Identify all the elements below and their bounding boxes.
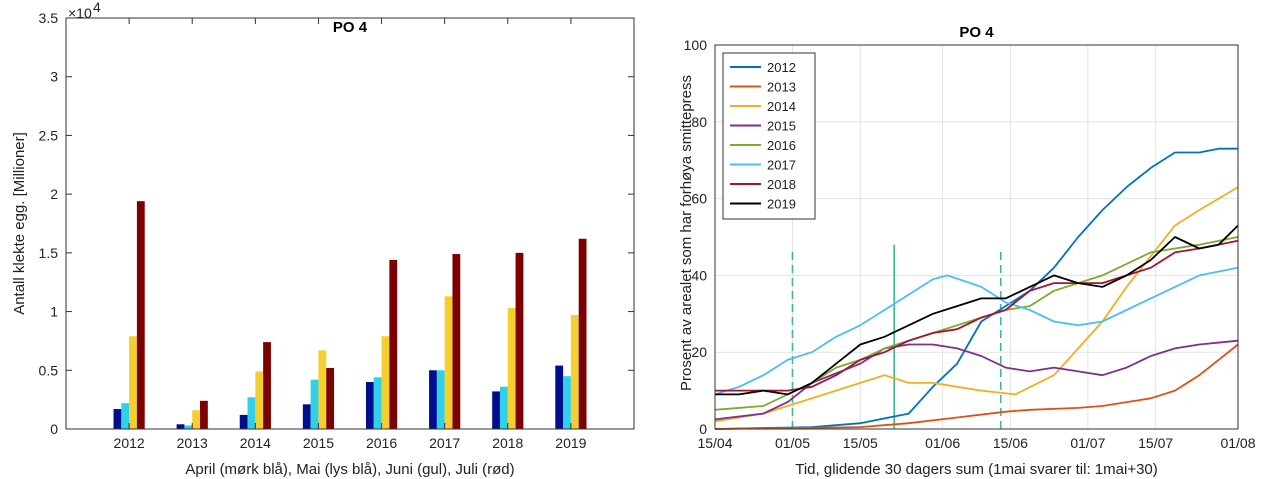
chart-title: PO 4 xyxy=(959,24,994,41)
bar xyxy=(192,410,201,429)
bar xyxy=(444,296,453,429)
bar xyxy=(381,336,390,429)
bar xyxy=(429,370,437,429)
plot-frame xyxy=(714,44,1239,430)
legend-label: 2016 xyxy=(767,138,796,153)
plot-area xyxy=(66,18,634,429)
bar xyxy=(563,376,571,429)
legend-label: 2012 xyxy=(767,60,796,75)
exponent-power: 4 xyxy=(93,0,101,15)
x-axis-label: Tid, glidende 30 dagers sum (1mai svarer… xyxy=(795,461,1158,478)
bar xyxy=(255,371,264,429)
legend-label: 2017 xyxy=(767,158,796,173)
bar xyxy=(200,400,208,429)
bar xyxy=(247,397,256,429)
series-line xyxy=(714,266,1239,396)
series-line xyxy=(714,343,1239,430)
y-tick-label: 1 xyxy=(50,304,58,320)
y-tick-label: 0 xyxy=(50,421,58,437)
y-tick-label: 3 xyxy=(50,69,58,85)
x-tick-label: 2017 xyxy=(429,435,460,451)
bar xyxy=(302,404,311,429)
legend-label: 2015 xyxy=(767,119,796,134)
bar xyxy=(570,315,579,429)
series-line xyxy=(714,186,1239,423)
bar xyxy=(452,254,461,429)
x-tick-label: 15/07 xyxy=(1138,435,1173,451)
bar xyxy=(121,403,130,429)
bar xyxy=(436,370,445,429)
bar xyxy=(129,336,137,429)
bar xyxy=(492,391,500,429)
x-tick-label: 01/07 xyxy=(1070,435,1105,451)
chart-title: PO 4 xyxy=(333,19,368,36)
line-chart-panel: 15/04 01/05 15/05 01/06 15/06 01/07 15/07 01/08… xyxy=(640,0,1281,479)
bar xyxy=(499,386,508,429)
x-tick-label: 01/08 xyxy=(1220,435,1255,451)
bar xyxy=(239,414,248,429)
bar xyxy=(555,365,564,429)
plot-frame xyxy=(65,17,635,430)
y-tick-label: 40 xyxy=(691,267,707,283)
x-tick-label: 2018 xyxy=(492,435,523,451)
y-axis-label: Prosent av arealet som har forhøya smitt… xyxy=(678,75,695,391)
bar xyxy=(515,252,524,429)
bar xyxy=(310,379,319,429)
bar xyxy=(136,201,145,429)
y-tick-label: 1.5 xyxy=(39,245,59,261)
y-tick-label: 60 xyxy=(691,191,707,207)
series-line xyxy=(715,239,1239,392)
bar xyxy=(326,367,335,429)
x-tick-label: 2014 xyxy=(240,435,271,451)
x-tick-label: 2013 xyxy=(177,435,208,451)
bar xyxy=(373,377,382,429)
legend-label: 2014 xyxy=(767,99,796,114)
x-tick-label: 15/06 xyxy=(993,435,1028,451)
bar-chart-panel: 0 0.5 1 1.5 2 2.5 3 3.5 2012 2013 2014 2015 2016 2017… xyxy=(0,0,640,479)
series-line xyxy=(715,224,1239,396)
x-tick-label: 2016 xyxy=(366,435,397,451)
legend-label: 2018 xyxy=(767,177,796,192)
y-tick-label: 100 xyxy=(684,37,708,53)
x-tick-label: 15/05 xyxy=(843,435,878,451)
x-tick-label: 01/05 xyxy=(775,435,810,451)
y-tick-label: 20 xyxy=(691,344,707,360)
y-tick-label: 0.5 xyxy=(39,362,59,378)
bar xyxy=(389,259,398,429)
y-tick-label: 0 xyxy=(699,421,707,437)
bar xyxy=(578,238,587,429)
x-axis-label: April (mørk blå), Mai (lys blå), Juni (g… xyxy=(185,461,514,478)
y-tick-label: 2.5 xyxy=(39,127,59,143)
line-chart: 15/04 01/05 15/05 01/06 15/06 01/07 15/07 01/08… xyxy=(678,24,1256,478)
y-tick-label: 2 xyxy=(50,186,58,202)
exponent-label: ×10 xyxy=(68,5,92,21)
bar xyxy=(365,382,374,429)
series-line xyxy=(714,339,1239,421)
bar xyxy=(184,425,193,429)
bar xyxy=(507,308,516,429)
y-tick-label: 80 xyxy=(691,114,707,130)
series-line xyxy=(714,147,1238,430)
bar xyxy=(263,342,271,429)
x-tick-label: 01/06 xyxy=(925,435,960,451)
legend-box xyxy=(722,52,816,220)
y-tick-label: 3.5 xyxy=(39,10,59,26)
x-tick-label: 2019 xyxy=(555,435,586,451)
bar xyxy=(113,409,122,429)
legend-label: 2013 xyxy=(767,80,796,95)
bar xyxy=(176,424,185,429)
y-axis-label: Antall klekte egg. [Millioner] xyxy=(11,132,28,315)
bar xyxy=(318,350,327,429)
x-tick-label: 15/04 xyxy=(697,435,732,451)
bar-chart: 0 0.5 1 1.5 2 2.5 3 3.5 2012 2013 2014 2015 2016 2017… xyxy=(11,0,635,478)
legend-label: 2019 xyxy=(767,197,796,212)
x-tick-label: 2015 xyxy=(303,435,334,451)
x-tick-label: 2012 xyxy=(114,435,145,451)
